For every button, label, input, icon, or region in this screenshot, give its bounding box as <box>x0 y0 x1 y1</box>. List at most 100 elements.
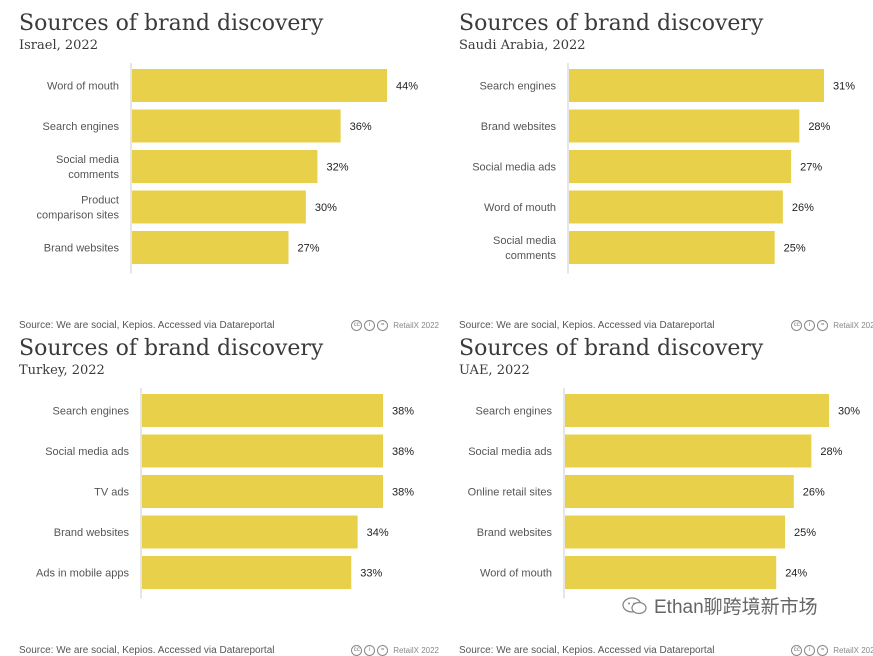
category-label: Brand websites <box>54 527 130 539</box>
data-label: 30% <box>838 406 860 418</box>
by-icon: i <box>364 320 376 331</box>
bar <box>142 515 358 549</box>
credit-text: RetailX 2022 <box>393 321 439 330</box>
bar <box>565 475 794 508</box>
bar <box>569 109 800 143</box>
bar-chart: 44% Word of mouth 36% Search engines 32% Soci… <box>36 63 418 274</box>
source-note: Source: We are social, Kepios. Accessed … <box>19 320 275 331</box>
credit-text: RetailX 2022 <box>833 646 873 655</box>
bar <box>565 556 777 589</box>
chart-subtitle: Israel, 2022 <box>19 38 98 53</box>
source-note: Source: We are social, Kepios. Accessed … <box>459 645 715 656</box>
cc-icon: cc <box>351 320 363 331</box>
bar <box>142 475 383 508</box>
category-label: TV ads <box>94 487 129 499</box>
category-label: Social media ads <box>472 162 556 174</box>
credit-badge: cc i = RetailX 2022 <box>351 320 439 331</box>
credit-text: RetailX 2022 <box>833 321 873 330</box>
category-label: Online retail sites <box>468 487 553 499</box>
bar <box>132 69 387 102</box>
data-label: 26% <box>792 202 814 214</box>
chart-title: Sources of brand discovery <box>459 336 764 361</box>
by-icon: i <box>804 320 816 331</box>
data-label: 38% <box>392 406 414 418</box>
bar <box>569 231 775 264</box>
bar-chart: 31% Search engines 28% Brand websites 27% Soc… <box>472 63 855 274</box>
bar <box>142 394 383 427</box>
category-label: Search engines <box>480 81 557 93</box>
bar <box>132 109 341 143</box>
wechat-icon <box>622 596 648 615</box>
category-label: Brand websites <box>44 243 120 255</box>
category-label: Social media comments <box>493 235 557 262</box>
category-label: Search engines <box>476 406 553 418</box>
category-label: Social media comments <box>56 154 120 181</box>
data-label: 44% <box>396 81 418 93</box>
chart-subtitle: UAE, 2022 <box>459 363 530 378</box>
data-label: 34% <box>367 527 389 539</box>
nd-icon: = <box>377 320 389 331</box>
chart-subtitle: Saudi Arabia, 2022 <box>459 38 586 53</box>
category-label: Word of mouth <box>47 81 119 93</box>
cc-icon: cc <box>791 320 803 331</box>
data-label: 30% <box>315 202 337 214</box>
bar <box>142 556 352 589</box>
bar <box>142 434 383 468</box>
chart-subtitle: Turkey, 2022 <box>19 363 105 378</box>
data-label: 25% <box>784 243 806 255</box>
bar-chart: 38% Search engines 38% Social media ads 38% T… <box>36 388 414 599</box>
chart-panel-turkey: Sources of brand discovery Turkey, 2022 … <box>19 336 439 656</box>
nd-icon: = <box>817 320 829 331</box>
data-label: 28% <box>808 121 830 133</box>
category-label: Product comparison sites <box>36 195 119 222</box>
data-label: 38% <box>392 487 414 499</box>
cc-icon: cc <box>351 645 363 656</box>
credit-text: RetailX 2022 <box>393 646 439 655</box>
data-label: 33% <box>360 568 382 580</box>
data-label: 31% <box>833 81 855 93</box>
bar <box>569 150 792 183</box>
bar <box>565 434 812 468</box>
data-label: 27% <box>297 243 319 255</box>
bar <box>569 190 783 224</box>
nd-icon: = <box>377 645 389 656</box>
chart-panel-saudi-arabia: Sources of brand discovery Saudi Arabia,… <box>459 11 873 331</box>
source-note: Source: We are social, Kepios. Accessed … <box>19 645 275 656</box>
nd-icon: = <box>817 645 829 656</box>
chart-title: Sources of brand discovery <box>19 11 324 36</box>
data-label: 25% <box>794 527 816 539</box>
bar <box>565 394 829 427</box>
category-label: Word of mouth <box>480 568 552 580</box>
cc-icon: cc <box>791 645 803 656</box>
credit-badge: cc i = RetailX 2022 <box>791 645 873 656</box>
watermark-text: Ethan聊跨境新市场 <box>654 597 818 618</box>
chart-title: Sources of brand discovery <box>19 336 324 361</box>
data-label: 26% <box>803 487 825 499</box>
bar-chart: 30% Search engines 28% Social media ads 26% O… <box>468 388 860 599</box>
watermark: Ethan聊跨境新市场 <box>622 592 818 619</box>
category-label: Social media ads <box>468 446 552 458</box>
chart-title: Sources of brand discovery <box>459 11 764 36</box>
category-label: Search engines <box>53 406 130 418</box>
credit-badge: cc i = RetailX 2022 <box>791 320 873 331</box>
chart-panel-israel: Sources of brand discovery Israel, 2022 … <box>19 11 439 331</box>
category-label: Social media ads <box>45 446 129 458</box>
category-label: Brand websites <box>481 121 557 133</box>
data-label: 28% <box>820 446 842 458</box>
bar <box>132 231 289 264</box>
data-label: 32% <box>326 162 348 174</box>
bar <box>565 515 785 549</box>
category-label: Ads in mobile apps <box>36 568 129 580</box>
source-note: Source: We are social, Kepios. Accessed … <box>459 320 715 331</box>
bar <box>132 150 318 183</box>
data-label: 36% <box>350 121 372 133</box>
data-label: 38% <box>392 446 414 458</box>
data-label: 27% <box>800 162 822 174</box>
category-label: Word of mouth <box>484 202 556 214</box>
by-icon: i <box>804 645 816 656</box>
bar <box>132 190 306 224</box>
category-label: Brand websites <box>477 527 553 539</box>
data-label: 24% <box>785 568 807 580</box>
category-label: Search engines <box>43 121 120 133</box>
bar <box>569 69 824 102</box>
